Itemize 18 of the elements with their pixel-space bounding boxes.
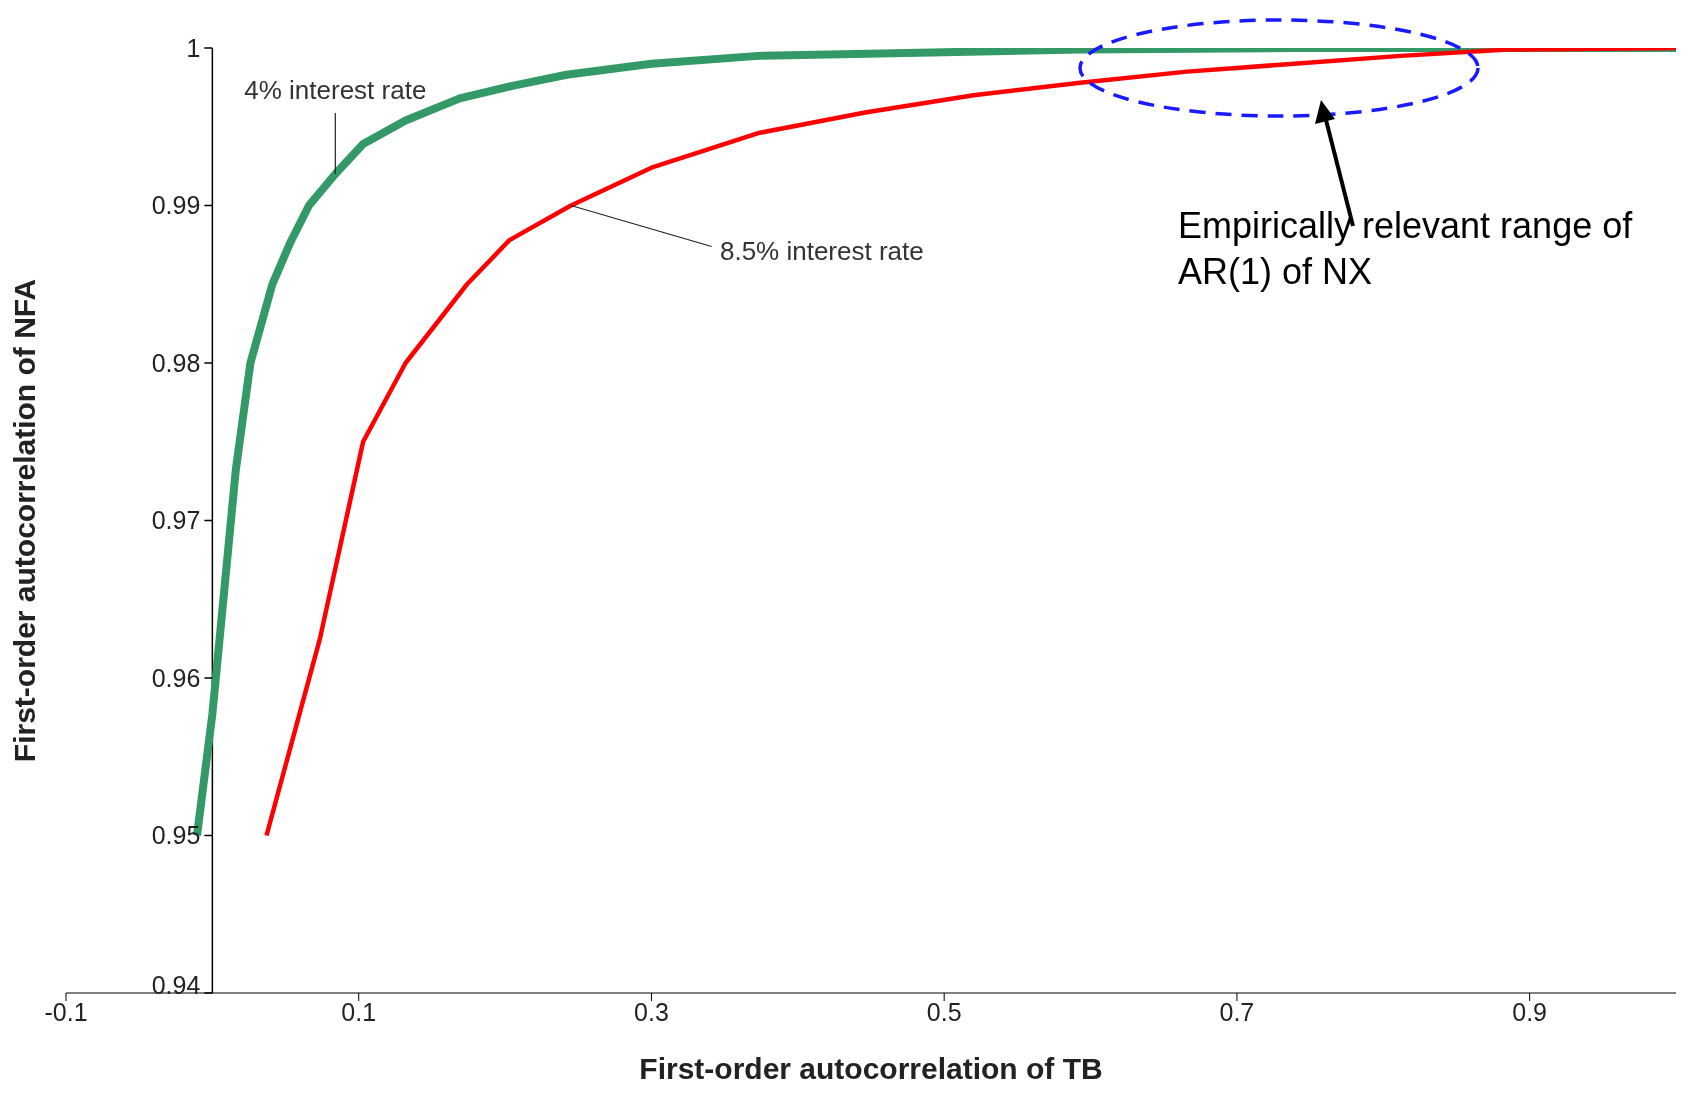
y-tick-label: 0.97 xyxy=(151,506,201,535)
x-tick-label: 0.1 xyxy=(341,997,377,1026)
annotation: Empirically relevant range of AR(1) of NX xyxy=(1178,204,1634,294)
annotation: 4% interest rate xyxy=(244,75,427,105)
annotation: 8.5% interest rate xyxy=(719,235,924,266)
y-tick-label: 0.99 xyxy=(151,191,201,220)
y-tick-label: 0.98 xyxy=(151,348,201,377)
x-tick-label: -0.1 xyxy=(44,997,88,1026)
x-axis-title: First-order autocorrelation of TB xyxy=(639,1052,1103,1085)
x-tick-label: 0.7 xyxy=(1219,997,1255,1026)
y-tick-label: 0.95 xyxy=(151,821,201,850)
y-tick-label: 1 xyxy=(186,33,201,62)
x-tick-label: 0.9 xyxy=(1512,997,1548,1026)
y-axis-title: First-order autocorrelation of NFA xyxy=(7,278,41,763)
x-tick-label: 0.3 xyxy=(634,997,669,1026)
x-tick-label: 0.5 xyxy=(926,997,962,1026)
y-tick-label: 0.94 xyxy=(151,970,201,999)
y-tick-label: 0.96 xyxy=(151,663,201,692)
